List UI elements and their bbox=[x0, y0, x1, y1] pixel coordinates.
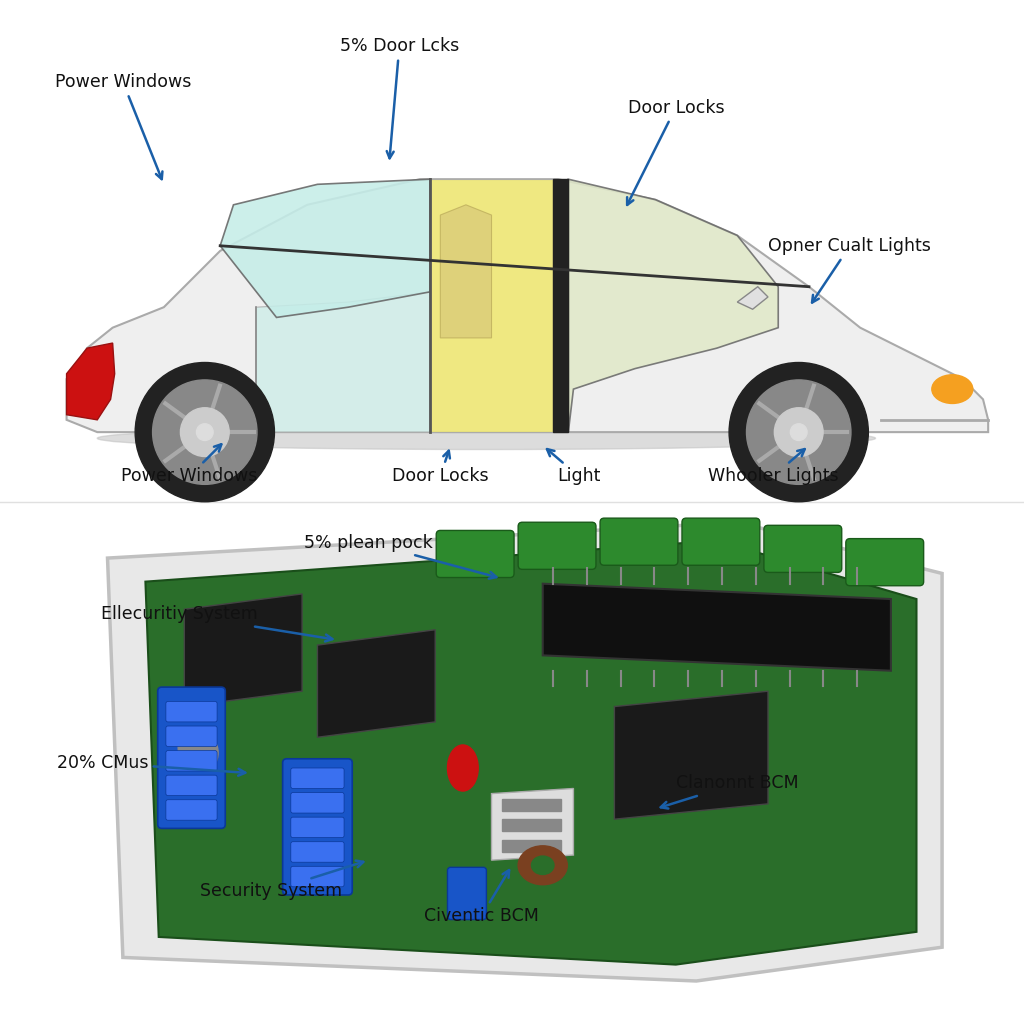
FancyBboxPatch shape bbox=[518, 522, 596, 569]
Text: Security System: Security System bbox=[201, 860, 364, 900]
Text: 5% Door Lcks: 5% Door Lcks bbox=[340, 37, 459, 159]
Circle shape bbox=[746, 380, 851, 484]
Polygon shape bbox=[492, 788, 573, 860]
FancyBboxPatch shape bbox=[436, 530, 514, 578]
Polygon shape bbox=[108, 522, 942, 981]
FancyBboxPatch shape bbox=[166, 775, 217, 796]
Circle shape bbox=[774, 408, 823, 457]
FancyBboxPatch shape bbox=[283, 759, 352, 895]
Ellipse shape bbox=[518, 846, 567, 885]
FancyBboxPatch shape bbox=[291, 866, 344, 887]
Text: Light: Light bbox=[547, 450, 600, 485]
FancyBboxPatch shape bbox=[447, 867, 486, 920]
Text: Power Windows: Power Windows bbox=[121, 444, 258, 485]
Text: Opner Cualt Lights: Opner Cualt Lights bbox=[768, 237, 932, 302]
FancyBboxPatch shape bbox=[682, 518, 760, 565]
Polygon shape bbox=[543, 584, 891, 671]
Circle shape bbox=[153, 380, 257, 484]
Circle shape bbox=[729, 362, 868, 502]
FancyBboxPatch shape bbox=[291, 768, 344, 788]
FancyBboxPatch shape bbox=[166, 726, 217, 746]
FancyBboxPatch shape bbox=[600, 518, 678, 565]
FancyBboxPatch shape bbox=[158, 687, 225, 828]
Text: Whooler Lights: Whooler Lights bbox=[708, 450, 839, 485]
Circle shape bbox=[791, 424, 807, 440]
Polygon shape bbox=[256, 292, 430, 432]
Text: 5% plean pock: 5% plean pock bbox=[304, 534, 497, 579]
Text: Civentic BCM: Civentic BCM bbox=[424, 870, 539, 926]
Polygon shape bbox=[737, 287, 768, 309]
FancyBboxPatch shape bbox=[166, 701, 217, 722]
Ellipse shape bbox=[196, 736, 218, 769]
FancyBboxPatch shape bbox=[764, 525, 842, 572]
Polygon shape bbox=[220, 179, 430, 317]
Polygon shape bbox=[145, 541, 916, 965]
Polygon shape bbox=[67, 179, 988, 432]
Ellipse shape bbox=[932, 375, 973, 403]
Text: Ellecuritiy System: Ellecuritiy System bbox=[100, 605, 333, 641]
Ellipse shape bbox=[178, 731, 201, 764]
Polygon shape bbox=[317, 630, 435, 737]
Polygon shape bbox=[184, 594, 302, 707]
Polygon shape bbox=[67, 343, 115, 420]
Polygon shape bbox=[502, 840, 561, 852]
Text: Door Locks: Door Locks bbox=[392, 451, 488, 485]
Polygon shape bbox=[502, 799, 561, 811]
Polygon shape bbox=[614, 691, 768, 819]
Text: 20% CMus: 20% CMus bbox=[56, 754, 246, 776]
FancyBboxPatch shape bbox=[291, 842, 344, 862]
FancyBboxPatch shape bbox=[291, 817, 344, 838]
Polygon shape bbox=[568, 179, 778, 432]
FancyBboxPatch shape bbox=[166, 751, 217, 771]
Ellipse shape bbox=[97, 427, 876, 450]
Polygon shape bbox=[440, 205, 492, 338]
FancyBboxPatch shape bbox=[291, 793, 344, 813]
Text: Door Locks: Door Locks bbox=[627, 98, 724, 205]
Text: Clanonnt BCM: Clanonnt BCM bbox=[660, 774, 799, 809]
Ellipse shape bbox=[531, 856, 554, 874]
Circle shape bbox=[180, 408, 229, 457]
Text: Power Windows: Power Windows bbox=[54, 73, 191, 179]
FancyBboxPatch shape bbox=[166, 800, 217, 820]
Circle shape bbox=[135, 362, 274, 502]
FancyBboxPatch shape bbox=[846, 539, 924, 586]
Ellipse shape bbox=[447, 745, 478, 791]
Circle shape bbox=[197, 424, 213, 440]
Polygon shape bbox=[430, 179, 553, 432]
Polygon shape bbox=[553, 179, 568, 432]
Polygon shape bbox=[502, 819, 561, 831]
